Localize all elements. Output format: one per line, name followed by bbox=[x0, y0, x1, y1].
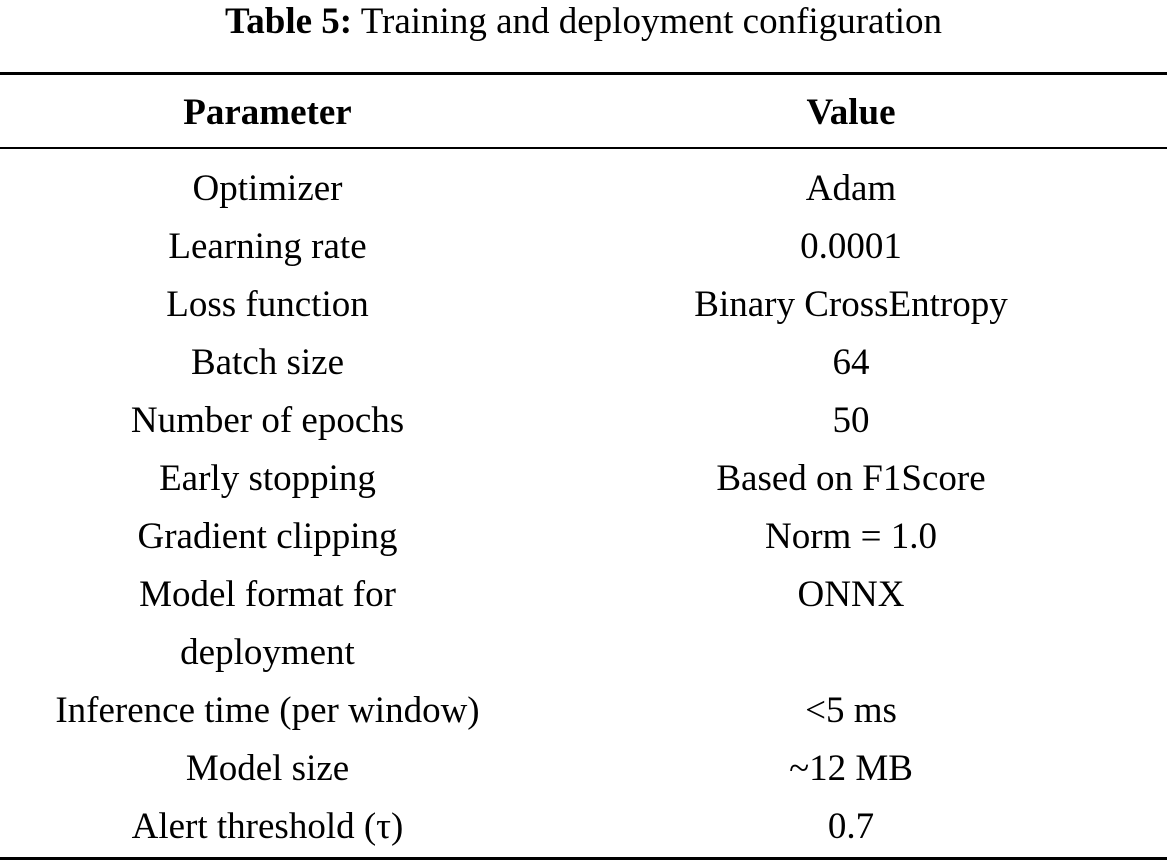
column-header-parameter: Parameter bbox=[183, 91, 352, 133]
value-cell: Adam bbox=[805, 168, 897, 209]
parameter-cell: Alert threshold (τ) bbox=[131, 806, 404, 847]
value-cell: Based on F1Score bbox=[716, 458, 986, 499]
value-cell: 50 bbox=[832, 400, 870, 441]
table-row: Inference time (per window) <5 ms bbox=[0, 682, 1167, 740]
parameter-cell: Early stopping bbox=[159, 458, 376, 499]
parameter-cell: Number of epochs bbox=[130, 400, 405, 441]
parameter-cell: Batch size bbox=[190, 342, 345, 383]
value-cell: ONNX bbox=[797, 574, 905, 615]
value-cell: ~12 MB bbox=[789, 748, 913, 789]
value-cell: 64 bbox=[832, 342, 870, 383]
table-row: Early stopping Based on F1Score bbox=[0, 450, 1167, 508]
table-header-rule bbox=[0, 147, 1167, 149]
table-row: Batch size 64 bbox=[0, 334, 1167, 392]
table-row: Optimizer Adam bbox=[0, 147, 1167, 218]
parameter-cell: Loss function bbox=[166, 284, 369, 325]
parameter-cell: Learning rate bbox=[168, 226, 367, 267]
parameter-cell: Model format for deployment bbox=[139, 574, 396, 673]
parameter-cell: Gradient clipping bbox=[137, 516, 398, 557]
table-row: Number of epochs 50 bbox=[0, 392, 1167, 450]
table-row: Gradient clipping Norm = 1.0 bbox=[0, 508, 1167, 566]
configuration-table: Parameter Value Optimizer Adam Learning … bbox=[0, 78, 1167, 856]
column-header-value: Value bbox=[806, 91, 896, 133]
value-cell: Binary CrossEntropy bbox=[694, 284, 1008, 325]
table-row: Alert threshold (τ) 0.7 bbox=[0, 798, 1167, 856]
value-cell: 0.7 bbox=[827, 806, 875, 847]
parameter-cell: Inference time (per window) bbox=[55, 690, 480, 731]
table-top-rule bbox=[0, 72, 1167, 75]
table-row: Model size ~12 MB bbox=[0, 740, 1167, 798]
parameter-cell: Model size bbox=[185, 748, 350, 789]
value-cell: 0.0001 bbox=[800, 226, 902, 267]
parameter-cell: Optimizer bbox=[192, 168, 343, 209]
table-row: Learning rate 0.0001 bbox=[0, 218, 1167, 276]
table-header-row: Parameter Value bbox=[0, 78, 1167, 147]
table-caption-label: Table 5: bbox=[224, 1, 353, 42]
table-caption: Table 5: Training and deployment configu… bbox=[0, 2, 1167, 42]
value-cell: <5 ms bbox=[805, 690, 897, 731]
table-bottom-rule bbox=[0, 857, 1167, 860]
table-row: Loss function Binary CrossEntropy bbox=[0, 276, 1167, 334]
value-cell: Norm = 1.0 bbox=[765, 516, 937, 557]
table-row: Model format for deployment ONNX bbox=[0, 566, 1167, 682]
table-caption-text: Training and deployment configuration bbox=[360, 1, 943, 42]
